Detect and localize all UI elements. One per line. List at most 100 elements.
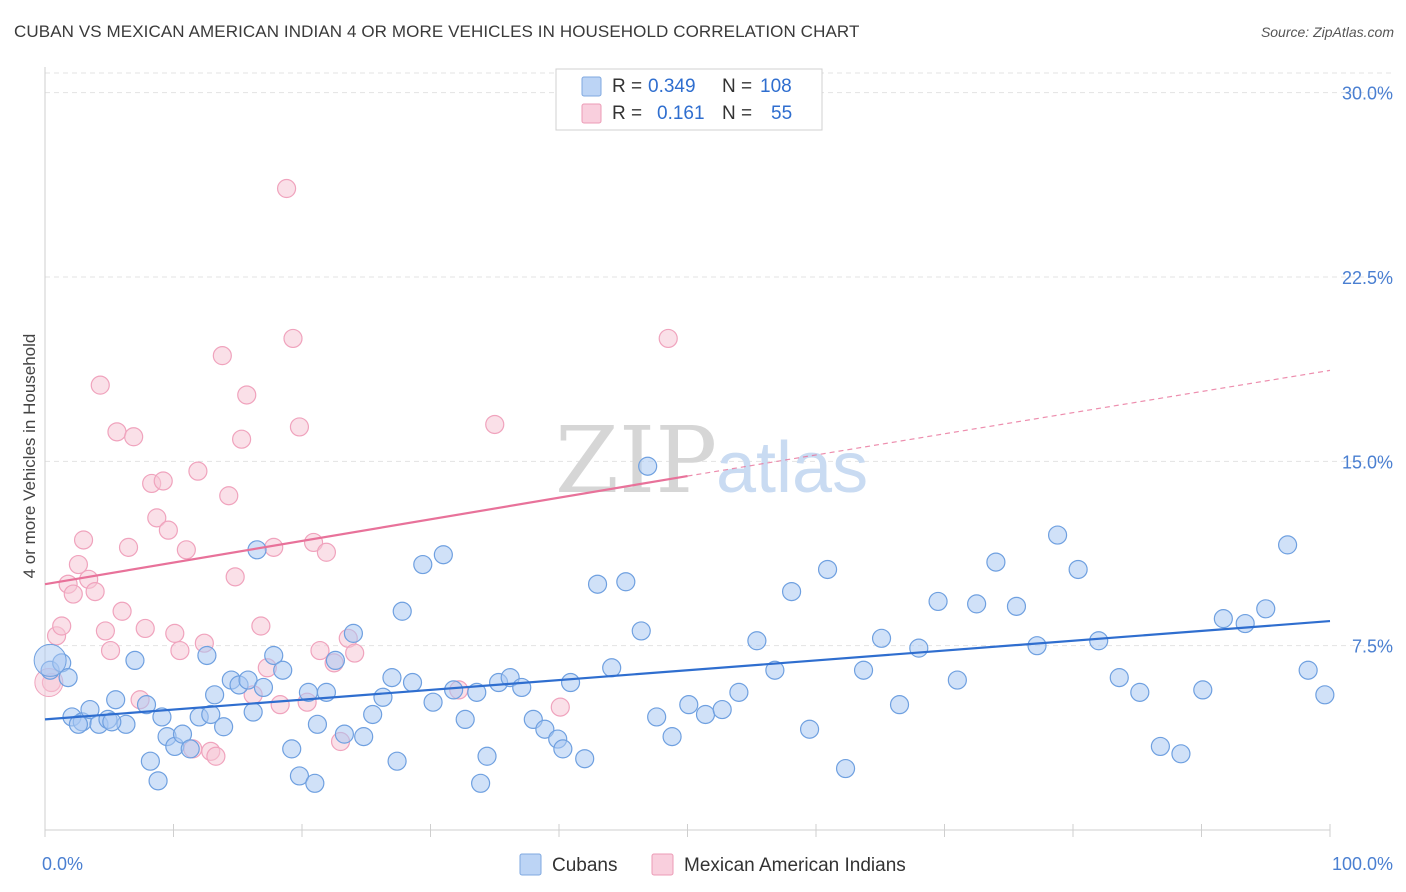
point-mexican-american-indians [63,584,83,604]
point-mexican-american-indians [90,375,110,395]
y-tick-label: 22.5% [1342,268,1393,288]
point-cubans [467,682,487,702]
x-tick-label: 100.0% [1332,854,1393,874]
point-mexican-american-indians [345,643,365,663]
point-cubans [729,682,749,702]
point-mexican-american-indians [225,567,245,587]
point-cubans [68,714,89,734]
point-cubans [695,704,716,725]
legend-bottom-label-cubans: Cubans [552,855,618,876]
point-cubans [125,650,145,671]
point-mexican-american-indians [158,520,178,540]
point-mexican-american-indians [112,601,132,621]
point-cubans [1109,668,1129,688]
point-cubans [471,773,491,793]
point-cubans [136,695,157,715]
point-cubans [616,572,636,592]
point-cubans [253,677,274,698]
point-cubans [58,668,78,688]
point-mexican-american-indians [289,417,310,437]
point-mexican-american-indians [251,616,271,636]
point-mexican-american-indians [550,697,570,717]
source-label: Source: ZipAtlas.com [1260,24,1394,40]
point-cubans [638,456,658,476]
trend-line [44,474,688,586]
point-cubans [765,660,785,680]
point-cubans [1047,525,1068,545]
point-cubans [413,554,433,575]
point-mexican-american-indians [95,621,115,641]
point-cubans [560,672,581,693]
chart-title: CUBAN VS MEXICAN AMERICAN INDIAN 4 OR MO… [14,22,860,41]
point-cubans [889,695,910,715]
point-cubans [1256,599,1276,619]
point-cubans [214,717,234,737]
point-cubans [909,638,929,658]
point-cubans [853,660,874,680]
point-mexican-american-indians [658,328,678,349]
point-cubans [1171,744,1191,764]
legend-n-value-mexican: 55 [771,103,792,124]
point-cubans [679,695,699,715]
point-mexican-american-indians [100,640,121,661]
point-mexican-american-indians [232,429,252,449]
legend-bottom-label-mexican: Mexican American Indians [684,855,906,876]
legend-bottom-swatch-mexican [651,853,674,876]
trend-lines [44,369,1331,721]
point-mexican-american-indians [107,422,127,442]
point-cubans [325,650,346,671]
series-mexican-american-indians [34,178,678,766]
point-cubans [1006,596,1027,616]
point-cubans [662,727,682,747]
point-cubans [1150,736,1170,757]
y-axis-label: 4 or more Vehicles in Household [20,334,39,579]
legend-r-label-mexican: R = [612,103,642,124]
point-mexican-american-indians [73,530,94,550]
point-cubans [373,687,393,707]
point-cubans [1027,636,1047,656]
series-legend: Cubans Mexican American Indians [519,853,906,876]
y-tick-labels: 7.5% 15.0% 22.5% 30.0% [1342,84,1393,657]
point-mexican-american-indians [165,623,185,643]
point-cubans [305,773,325,793]
point-mexican-american-indians [310,640,330,661]
grid-lines [45,72,1392,647]
point-cubans [477,746,497,766]
point-cubans [423,692,443,712]
x-tick-label: 0.0% [42,854,83,874]
point-cubans [433,545,453,565]
point-cubans [455,709,475,729]
point-mexican-american-indians [206,746,226,766]
point-mexican-american-indians [147,508,167,528]
point-cubans [928,591,948,612]
point-mexican-american-indians [485,414,505,435]
watermark-zip: ZIP [555,407,717,514]
point-cubans [986,552,1006,572]
point-cubans [363,704,383,725]
point-cubans [1130,682,1150,702]
point-cubans [1213,609,1233,629]
correlation-legend: R = 0.349 N = 108 R = 0.161 N = 55 [555,68,823,131]
point-cubans [387,751,407,771]
point-cubans [140,751,160,771]
point-cubans [238,670,258,690]
point-cubans [1315,685,1335,705]
point-cubans [1068,559,1088,580]
point-mexican-american-indians [153,471,173,491]
point-cubans [80,699,100,720]
point-mexican-american-indians [276,178,297,199]
point-cubans [343,623,363,643]
point-cubans [334,724,355,744]
point-cubans [1298,660,1318,680]
point-cubans [631,621,651,641]
point-cubans [382,668,402,688]
point-cubans [587,574,608,594]
point-cubans [747,631,767,651]
point-cubans [402,672,423,693]
legend-r-value-mexican: 0.161 [657,103,705,124]
point-cubans [553,739,573,759]
point-cubans [817,559,838,580]
point-cubans [712,699,732,720]
point-mexican-american-indians [219,486,239,506]
